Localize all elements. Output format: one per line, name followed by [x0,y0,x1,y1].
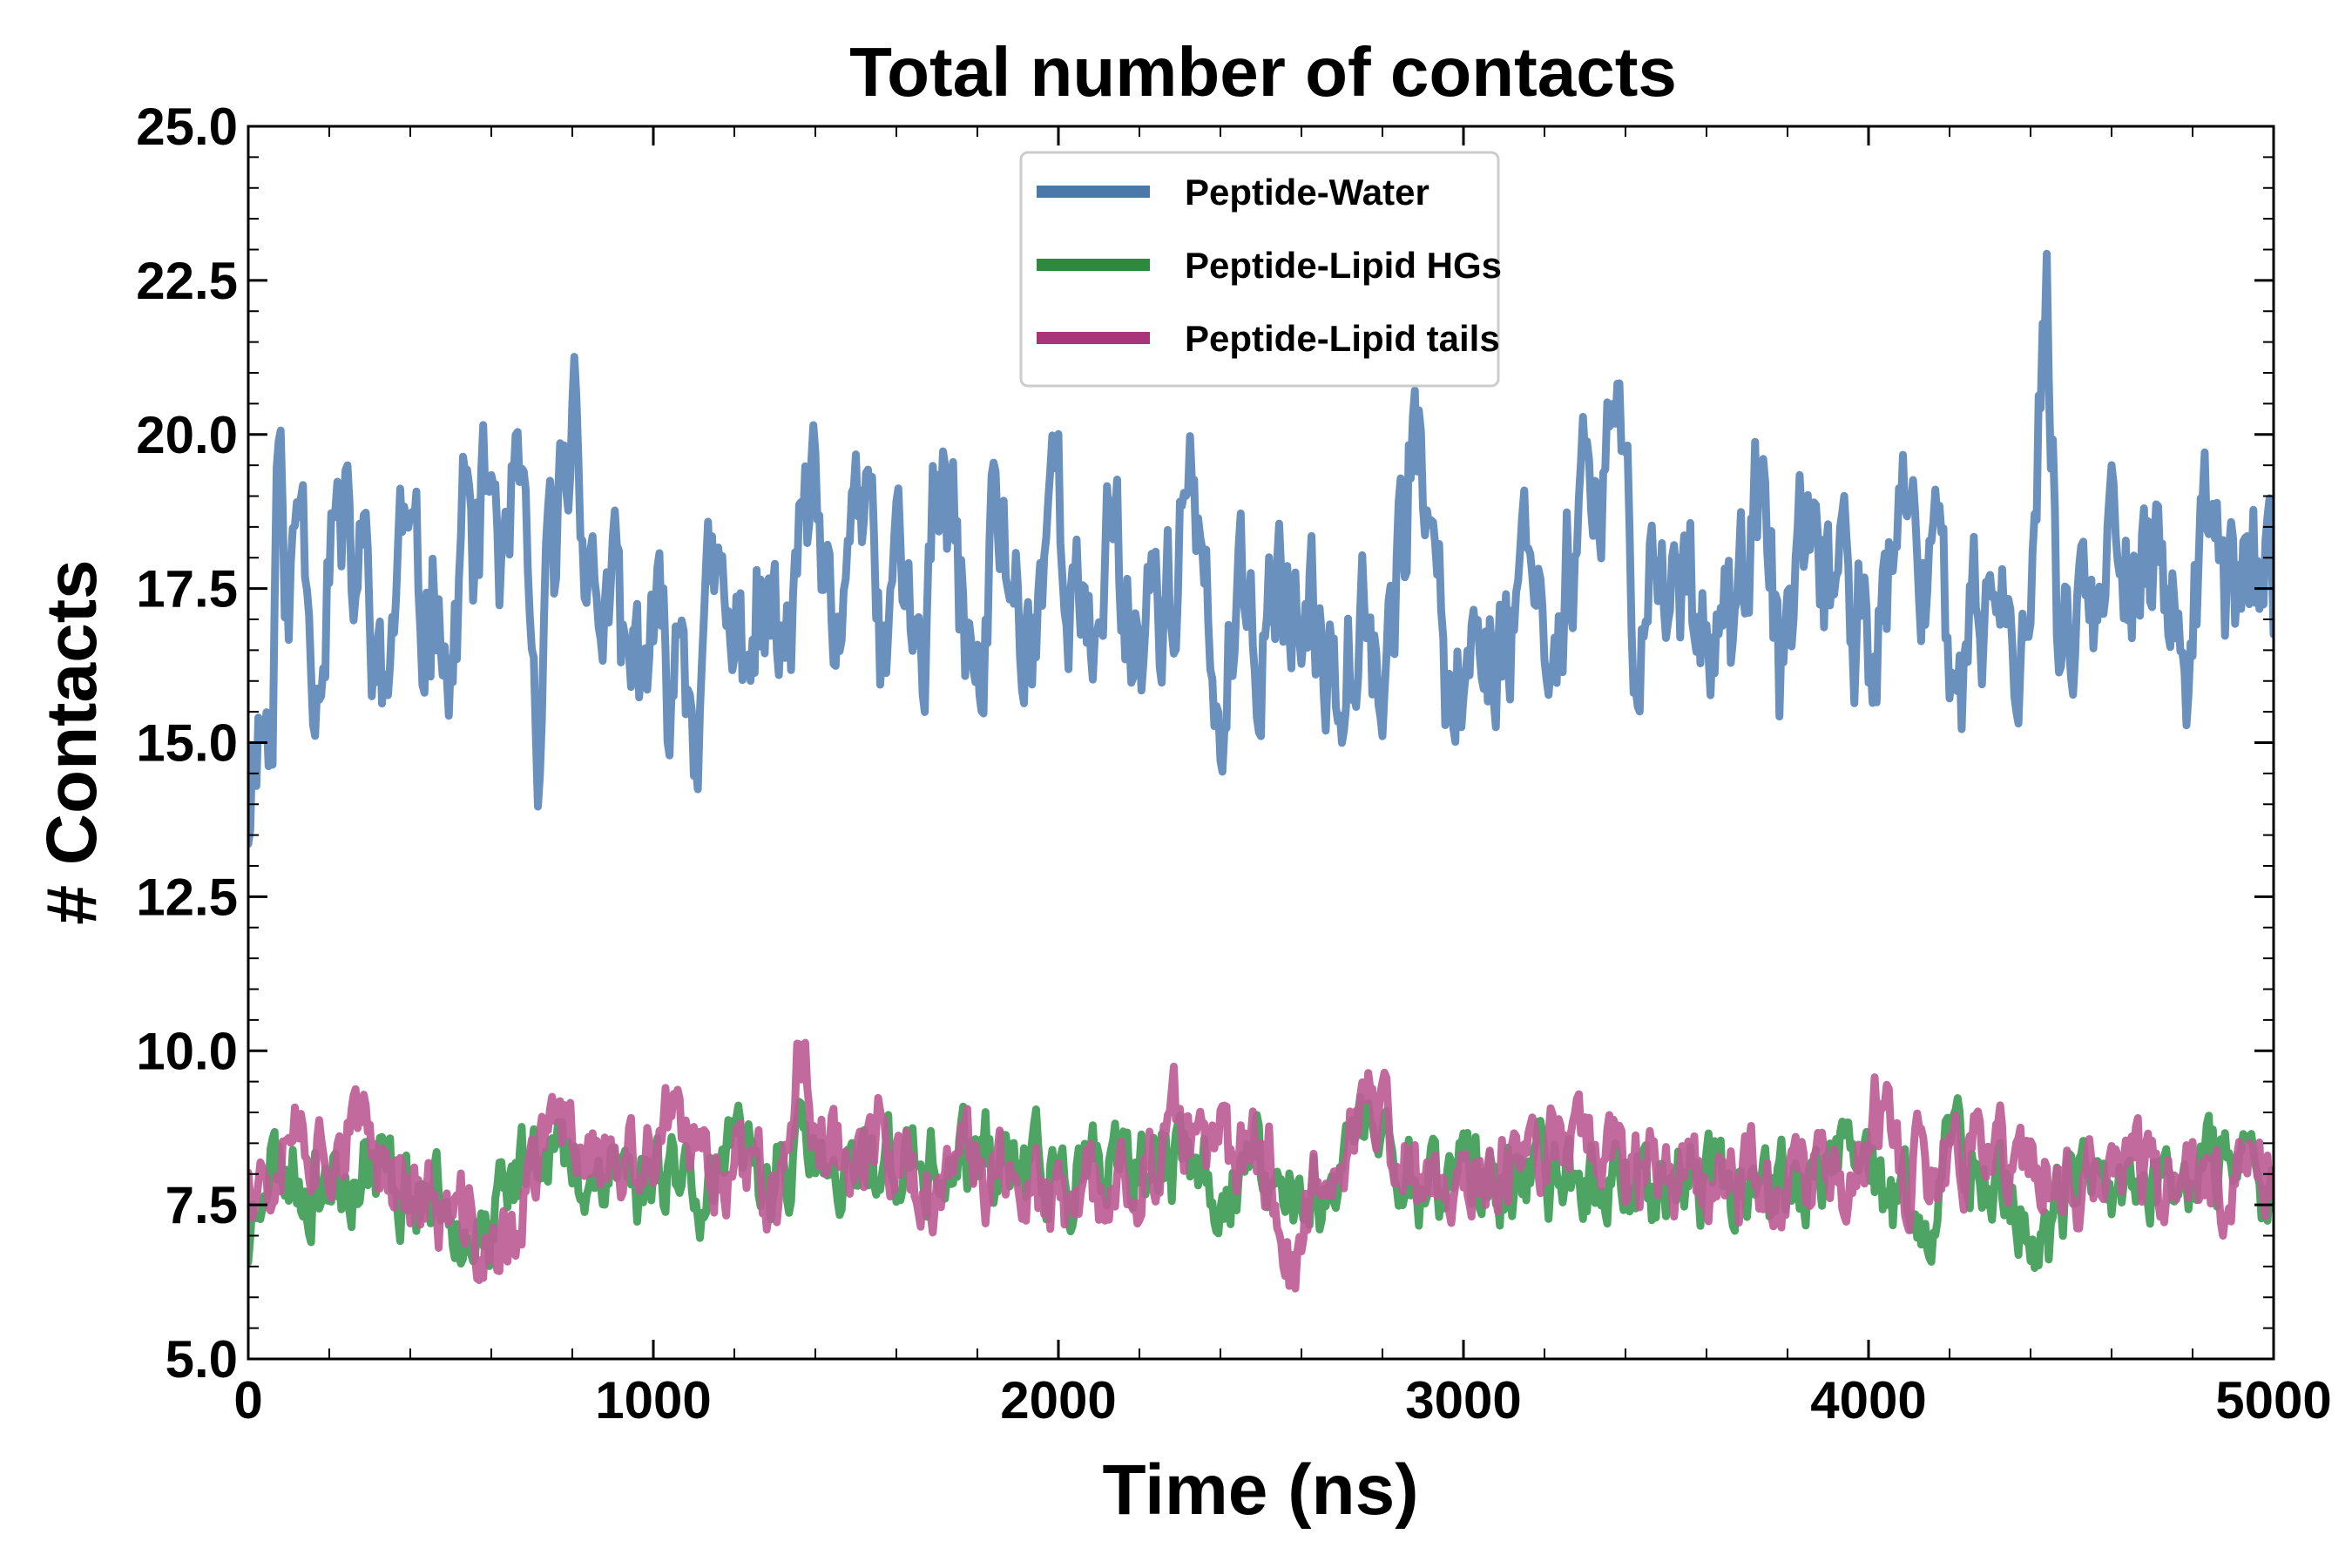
y-tick-label: 25.0 [136,98,238,156]
y-tick-label: 12.5 [136,868,238,926]
x-tick-label: 0 [233,1371,262,1429]
x-tick-label: 3000 [1405,1371,1521,1429]
x-tick-label: 4000 [1810,1371,1926,1429]
y-tick-label: 22.5 [136,252,238,310]
x-tick-label: 1000 [595,1371,711,1429]
y-tick-label: 5.0 [166,1330,238,1389]
y-tick-label: 20.0 [136,406,238,464]
y-tick-label: 17.5 [136,560,238,618]
series-line-peptide-water [248,249,2274,848]
series-line-peptide-lipid-tails [248,1038,2274,1293]
x-axis-title: Time (ns) [1103,1450,1419,1530]
y-axis-title: # Contacts [32,559,112,924]
legend-frame [1019,151,1500,388]
y-tick-label: 10.0 [136,1022,238,1080]
y-tick-label: 7.5 [166,1176,238,1234]
tick-layer: 0 1000 2000 3000 4000 5000 5.0 7.5 10.0 12.5 15.0 1… [136,98,2332,1429]
legend-label: Peptide-Lipid tails [1185,318,1500,359]
x-tick-label: 2000 [1000,1371,1116,1429]
chart-title: Total number of contacts [849,33,1677,111]
legend-label: Peptide-Lipid HGs [1185,245,1502,286]
y-tick-label: 15.0 [136,714,238,773]
series-layer [248,249,2274,1293]
x-tick-label: 5000 [2215,1371,2331,1429]
legend: Peptide-Water Peptide-Lipid HGs Peptide-Li… [1019,151,1502,388]
legend-label: Peptide-Water [1185,172,1429,213]
